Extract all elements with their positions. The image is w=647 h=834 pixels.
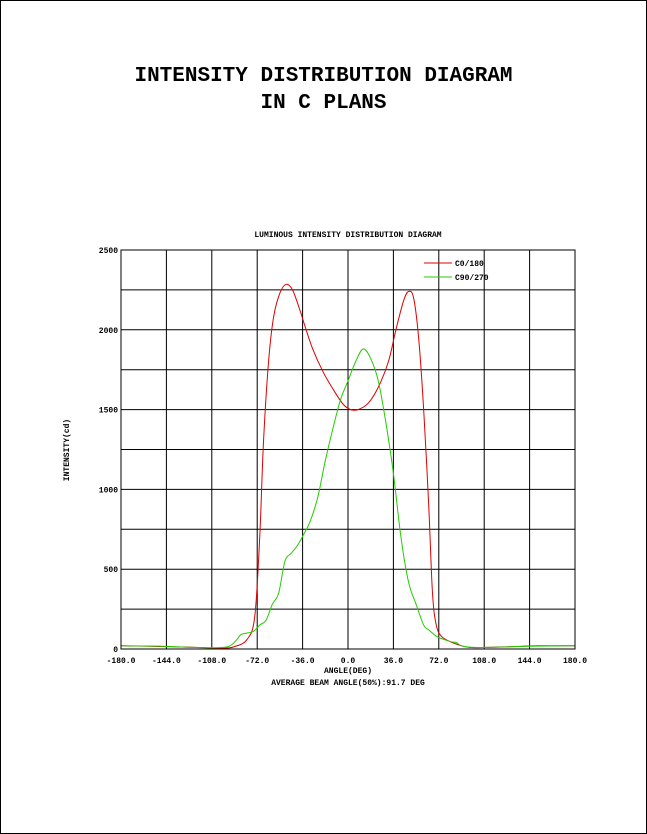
x-tick-label: 72.0 bbox=[429, 657, 448, 666]
x-tick-label: -180.0 bbox=[107, 657, 136, 666]
legend-label-c0-180: C0/180 bbox=[455, 260, 484, 269]
x-tick-label: -72.0 bbox=[245, 657, 269, 666]
x-tick-label: 36.0 bbox=[384, 657, 403, 666]
beam-angle-note: AVERAGE BEAM ANGLE(50%):91.7 DEG bbox=[271, 679, 425, 688]
x-tick-label: -36.0 bbox=[291, 657, 315, 666]
page-title-line-1: INTENSITY DISTRIBUTION DIAGRAM bbox=[134, 65, 513, 88]
x-tick-label: 180.0 bbox=[563, 657, 587, 666]
x-tick-label: 108.0 bbox=[472, 657, 496, 666]
x-tick-label: -108.0 bbox=[197, 657, 226, 666]
chart-ticks: -180.0 -144.0 -108.0 -72.0 -36.0 0.0 36.0 72.0 1… bbox=[99, 247, 587, 666]
x-tick-label: 0.0 bbox=[341, 657, 356, 666]
x-tick-label: 144.0 bbox=[518, 657, 542, 666]
x-axis-label: ANGLE(DEG) bbox=[324, 667, 372, 676]
page-title-line-2: IN C PLANS bbox=[260, 92, 387, 115]
y-tick-label: 1500 bbox=[99, 407, 118, 416]
series-line-c0-180 bbox=[120, 283, 576, 649]
y-tick-label: 0 bbox=[113, 646, 118, 655]
y-tick-label: 500 bbox=[104, 566, 119, 575]
x-tick-label: -144.0 bbox=[152, 657, 181, 666]
y-tick-label: 2500 bbox=[99, 247, 118, 256]
y-tick-label: 1000 bbox=[99, 486, 118, 495]
chart-title: LUMINOUS INTENSITY DISTRIBUTION DIAGRAM bbox=[254, 231, 441, 240]
chart-grid bbox=[121, 250, 575, 649]
plot-frame bbox=[120, 249, 576, 650]
chart-legend: C0/180 C90/270 bbox=[424, 260, 489, 283]
series-line-c90-270 bbox=[120, 348, 576, 649]
legend-label-c90-270: C90/270 bbox=[455, 274, 489, 283]
page-title: INTENSITY DISTRIBUTION DIAGRAM IN C PLAN… bbox=[1, 63, 646, 117]
chart-series bbox=[120, 283, 576, 649]
y-tick-label: 2000 bbox=[99, 327, 118, 336]
y-axis-label: INTENSITY(cd) bbox=[63, 419, 72, 481]
